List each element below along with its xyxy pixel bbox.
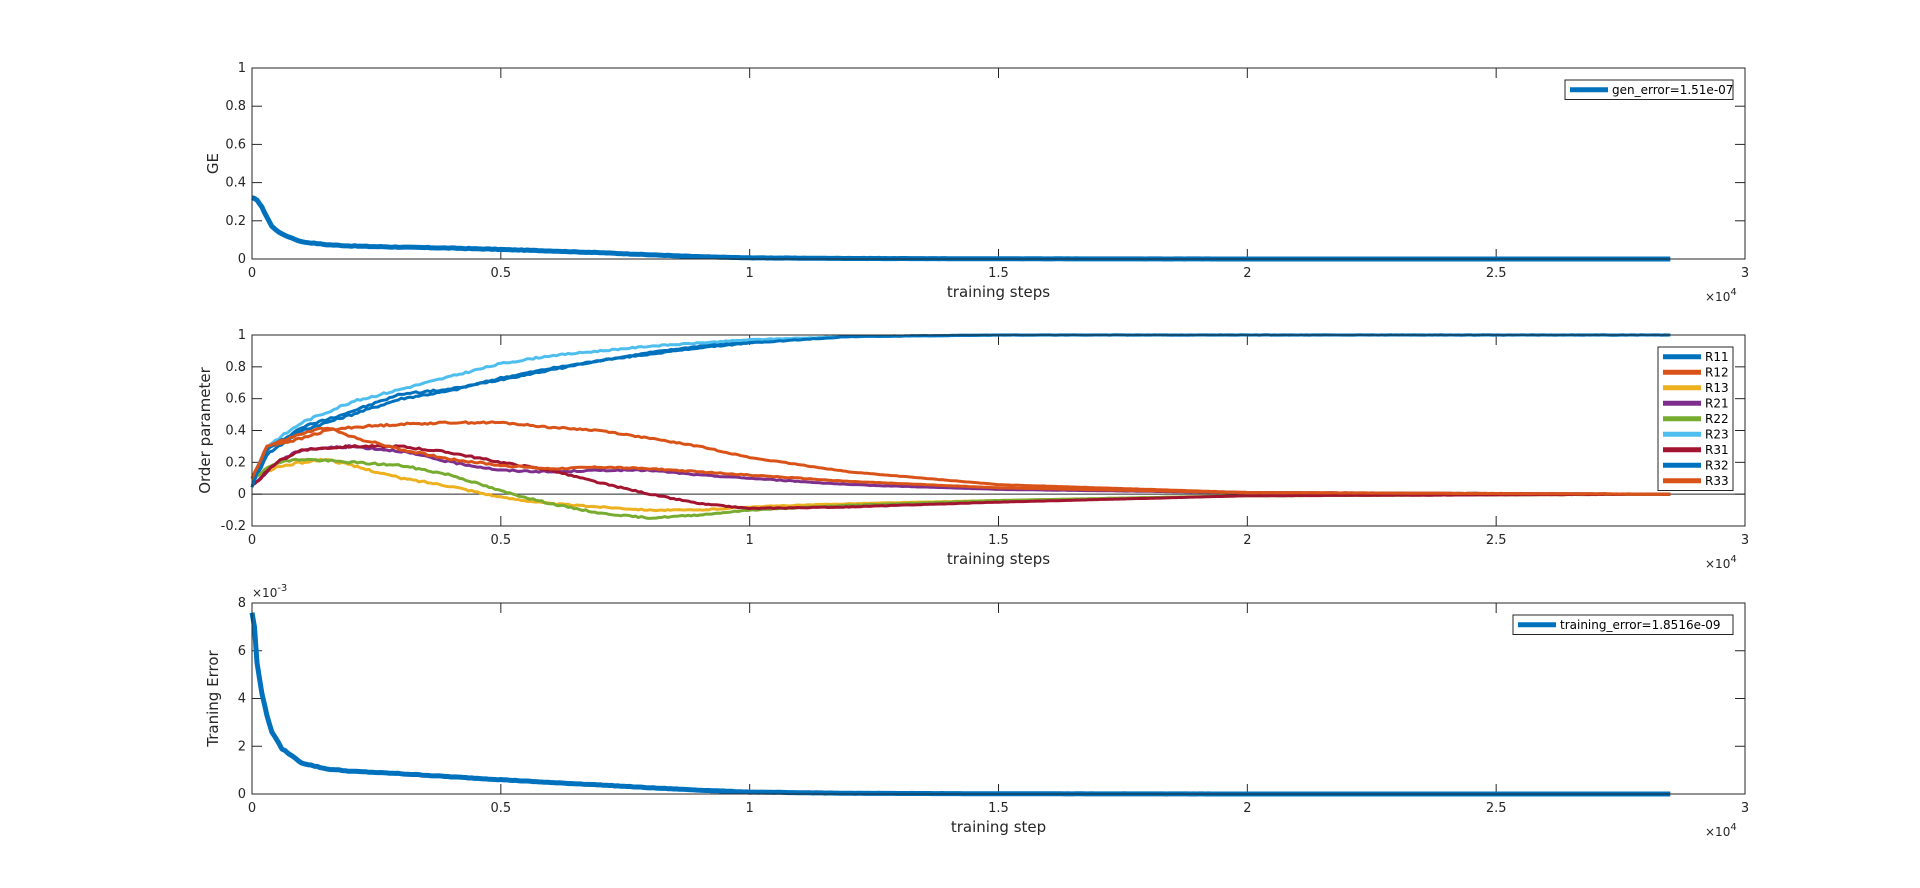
- y-axis-title: Traning Error: [204, 649, 222, 747]
- y-tick-label: 0.2: [225, 455, 246, 470]
- y-tick-label: 0.4: [225, 424, 246, 439]
- series-line-r31: [250, 444, 1671, 511]
- y-tick-label: 0.8: [225, 99, 246, 114]
- x-tick-label: 3: [1741, 533, 1749, 548]
- x-tick-label: 1.5: [988, 801, 1009, 816]
- x-tick-label: 0: [248, 266, 256, 281]
- y-tick-label: 8: [238, 596, 246, 611]
- panel-order-parameter: 0 0.5 1 1.5 2 2.5 3-0.200.20.40.60.81 training…: [196, 328, 1749, 571]
- legend-entry: training_error=1.8516e-09: [1560, 618, 1721, 632]
- y-tick-label: 1: [238, 328, 246, 343]
- legend-entry: R21: [1705, 396, 1729, 410]
- plot-frame: [251, 67, 1746, 260]
- y-tick-label: 0: [238, 787, 246, 802]
- legend-entry: R22: [1705, 412, 1729, 426]
- legend-entry: R33: [1705, 474, 1729, 488]
- series-line-gen-error-1-51e-07: [251, 195, 1671, 262]
- legend: training_error=1.8516e-09: [1512, 614, 1734, 635]
- legend-entry: R31: [1705, 443, 1729, 457]
- y-tick-label: -0.2: [221, 519, 246, 534]
- x-axis-title: training step: [951, 818, 1046, 836]
- plot-frame: [251, 602, 1746, 795]
- panel-training-error: 0 0.5 1 1.5 2 2.5 3 0 2 4 6 8 training step Traning…: [204, 583, 1749, 839]
- plot-frame: [251, 334, 1746, 527]
- x-tick-label: 2: [1243, 801, 1251, 816]
- x-tick-label: 1: [746, 801, 754, 816]
- legend-entry: R11: [1705, 350, 1729, 364]
- series-line-r33: [250, 426, 1671, 496]
- x-exponent-label: ×104: [1705, 554, 1737, 571]
- x-tick-label: 2: [1243, 533, 1251, 548]
- x-tick-label: 0: [248, 801, 256, 816]
- legend-box: [1564, 79, 1734, 100]
- x-exponent-label: ×104: [1705, 822, 1737, 839]
- legend: gen_error=1.51e-07: [1564, 79, 1734, 100]
- y-tick-label: 0.6: [225, 392, 246, 407]
- series-line-r12: [250, 420, 1671, 496]
- x-tick-label: 2.5: [1486, 801, 1507, 816]
- x-tick-label: 3: [1741, 801, 1749, 816]
- y-tick-label: 0: [238, 252, 246, 267]
- y-tick-label: 0: [238, 487, 246, 502]
- legend-box: [1512, 614, 1734, 635]
- x-tick-label: 0.5: [490, 266, 511, 281]
- x-tick-label: 2: [1243, 266, 1251, 281]
- x-axis-title: training steps: [947, 283, 1050, 301]
- x-tick-label: 0: [248, 533, 256, 548]
- x-tick-label: 1.5: [988, 266, 1009, 281]
- legend-entry: R12: [1705, 365, 1729, 379]
- y-tick-label: 0.2: [225, 214, 246, 229]
- x-tick-label: 1: [746, 533, 754, 548]
- y-tick-label: 1: [238, 61, 246, 76]
- x-tick-label: 2.5: [1486, 533, 1507, 548]
- legend-entry: R13: [1705, 381, 1729, 395]
- y-tick-label: 0.8: [225, 360, 246, 375]
- y-tick-label: 6: [238, 644, 246, 659]
- y-exponent-label: ×10-3: [252, 583, 287, 600]
- legend-entry: R32: [1705, 458, 1729, 472]
- x-tick-label: 1.5: [988, 533, 1009, 548]
- x-tick-label: 0.5: [490, 801, 511, 816]
- x-tick-label: 1: [746, 266, 754, 281]
- legend-entry: gen_error=1.51e-07: [1612, 83, 1733, 97]
- x-axis-title: training steps: [947, 550, 1050, 568]
- legend-entry: R23: [1705, 427, 1729, 441]
- x-tick-label: 3: [1741, 266, 1749, 281]
- y-axis-title: Order parameter: [196, 366, 214, 493]
- x-tick-label: 2.5: [1486, 266, 1507, 281]
- x-exponent-label: ×104: [1705, 287, 1737, 304]
- x-tick-label: 0.5: [490, 533, 511, 548]
- y-axis-title: GE: [204, 153, 222, 174]
- panel-ge: 0 0.5 1 1.5 2 2.5 3 0 0.2 0.4 0.6 0.8 1 training ste…: [204, 61, 1749, 304]
- y-tick-label: 0.6: [225, 137, 246, 152]
- y-tick-label: 4: [238, 692, 246, 707]
- series-line-training-error-1-8516e-09: [249, 612, 1671, 797]
- y-tick-label: 0.4: [225, 176, 246, 191]
- y-tick-label: 2: [238, 739, 246, 754]
